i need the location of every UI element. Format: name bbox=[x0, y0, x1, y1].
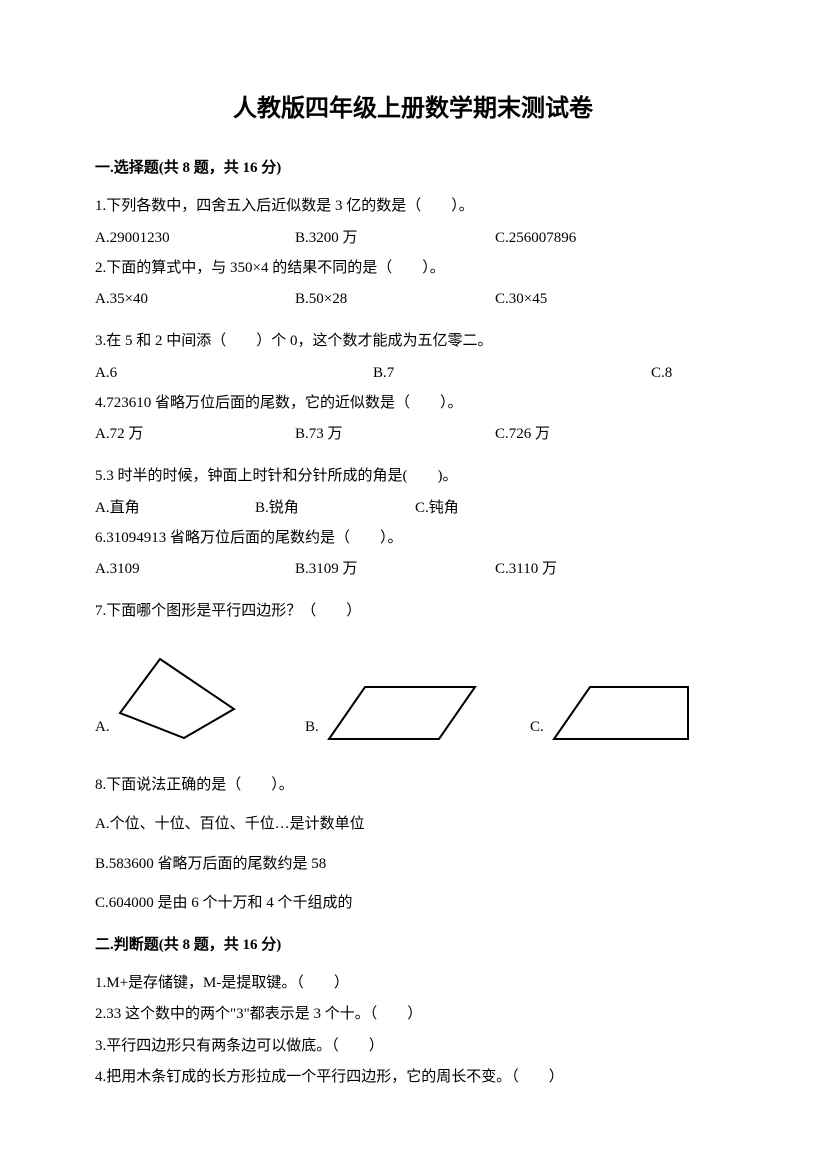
q4-opt-c: C.726 万 bbox=[495, 422, 695, 446]
q6-opt-b: B.3109 万 bbox=[295, 557, 495, 581]
q1-text: 1.下列各数中，四舍五入后近似数是 3 亿的数是（ ）。 bbox=[95, 194, 731, 220]
q8-text: 8.下面说法正确的是（ ）。 bbox=[95, 773, 731, 799]
q6-options: A.3109 B.3109 万 C.3110 万 bbox=[95, 557, 731, 581]
q2-opt-c: C.30×45 bbox=[495, 287, 695, 311]
q4-opt-b: B.73 万 bbox=[295, 422, 495, 446]
q1-opt-a: A.29001230 bbox=[95, 226, 295, 250]
q8-opt-b: B.583600 省略万后面的尾数约是 58 bbox=[95, 852, 731, 878]
q7-opt-b: B. bbox=[305, 715, 319, 745]
q3-text: 3.在 5 和 2 中间添（ ）个 0，这个数才能成为五亿零二。 bbox=[95, 329, 731, 355]
q3-opt-a: A.6 bbox=[95, 361, 373, 385]
section-1-header: 一.选择题(共 8 题，共 16 分) bbox=[95, 156, 731, 180]
q5-opt-a: A.直角 bbox=[95, 496, 255, 520]
q3-opt-b: B.7 bbox=[373, 361, 651, 385]
s2-q3: 3.平行四边形只有两条边可以做底。（ ） bbox=[95, 1034, 731, 1060]
q4-opt-a: A.72 万 bbox=[95, 422, 295, 446]
q2-opt-a: A.35×40 bbox=[95, 287, 295, 311]
q1-opt-c: C.256007896 bbox=[495, 226, 695, 250]
q6-text: 6.31094913 省略万位后面的尾数约是（ ）。 bbox=[95, 526, 731, 552]
q2-opt-b: B.50×28 bbox=[295, 287, 495, 311]
shape-c-icon bbox=[548, 681, 694, 745]
q1-options: A.29001230 B.3200 万 C.256007896 bbox=[95, 226, 731, 250]
q7-shapes: A. B. C. bbox=[95, 653, 731, 745]
q3-options: A.6 B.7 C.8 bbox=[95, 361, 731, 385]
q6-opt-a: A.3109 bbox=[95, 557, 295, 581]
s2-q1: 1.M+是存储键，M-是提取键。（ ） bbox=[95, 971, 731, 997]
s2-q2: 2.33 这个数中的两个"3"都表示是 3 个十。（ ） bbox=[95, 1002, 731, 1028]
q5-opt-b: B.锐角 bbox=[255, 496, 415, 520]
section-2-header: 二.判断题(共 8 题，共 16 分) bbox=[95, 933, 731, 957]
shape-b-icon bbox=[323, 681, 481, 745]
q4-options: A.72 万 B.73 万 C.726 万 bbox=[95, 422, 731, 446]
q5-options: A.直角 B.锐角 C.钝角 bbox=[95, 496, 731, 520]
q6-opt-c: C.3110 万 bbox=[495, 557, 695, 581]
q7-opt-a: A. bbox=[95, 715, 110, 745]
q2-text: 2.下面的算式中，与 350×4 的结果不同的是（ ）。 bbox=[95, 256, 731, 282]
q7-opt-c: C. bbox=[530, 715, 544, 745]
q4-text: 4.723610 省略万位后面的尾数，它的近似数是（ ）。 bbox=[95, 391, 731, 417]
q2-options: A.35×40 B.50×28 C.30×45 bbox=[95, 287, 731, 311]
q8-opt-a: A.个位、十位、百位、千位…是计数单位 bbox=[95, 812, 731, 838]
q5-text: 5.3 时半的时候，钟面上时针和分针所成的角是( )。 bbox=[95, 464, 731, 490]
q3-opt-c: C.8 bbox=[651, 361, 672, 385]
page-title: 人教版四年级上册数学期末测试卷 bbox=[95, 90, 731, 128]
q7-text: 7.下面哪个图形是平行四边形？（ ） bbox=[95, 599, 731, 625]
q1-opt-b: B.3200 万 bbox=[295, 226, 495, 250]
s2-q4: 4.把用木条钉成的长方形拉成一个平行四边形，它的周长不变。（ ） bbox=[95, 1065, 731, 1091]
q8-opt-c: C.604000 是由 6 个十万和 4 个千组成的 bbox=[95, 891, 731, 917]
shape-a-icon bbox=[114, 653, 242, 745]
q5-opt-c: C.钝角 bbox=[415, 496, 459, 520]
